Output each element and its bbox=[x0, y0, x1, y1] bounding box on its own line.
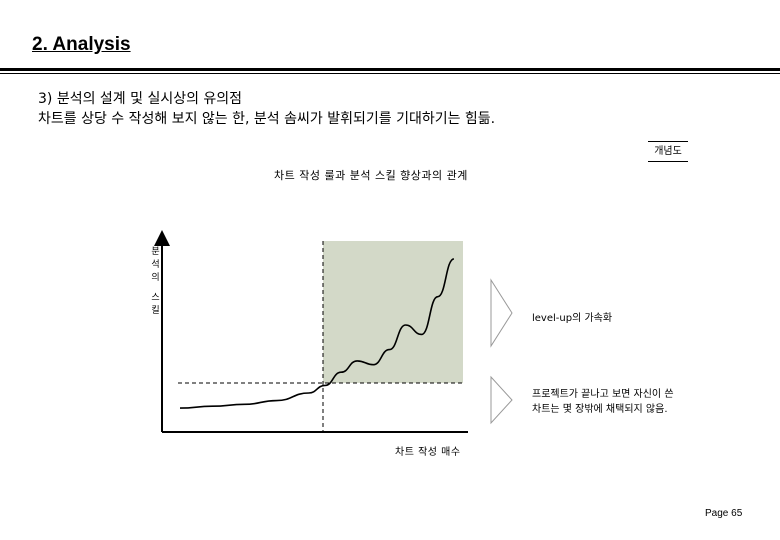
levelup-note: level-up의 가속화 bbox=[532, 313, 613, 324]
levelup-pointer bbox=[490, 278, 513, 348]
section-statement: 차트를 상당 수 작성해 보지 않는 한, 분석 솜씨가 발휘되기를 기대하기는… bbox=[38, 111, 496, 127]
slide-title: 2. Analysis bbox=[32, 34, 131, 55]
section-heading: 3) 분석의 설계 및 실시상의 유의점 bbox=[38, 91, 243, 107]
skill-acceleration-zone bbox=[323, 241, 463, 383]
title-divider-thick bbox=[0, 68, 780, 71]
title-divider-thin bbox=[0, 73, 780, 74]
concept-diagram-label: 개념도 bbox=[648, 141, 688, 162]
chart-y-axis-label: 분석의 스킬 bbox=[149, 246, 159, 318]
page-number: Page 65 bbox=[705, 508, 743, 519]
chart-title: 차트 작성 룰과 분석 스킬 향상과의 관계 bbox=[274, 169, 468, 182]
project-pointer bbox=[490, 375, 513, 425]
project-note: 프로젝트가 끝나고 보면 자신이 쓴 차트는 몇 장밖에 채택되지 않음. bbox=[532, 389, 674, 415]
skill-curve bbox=[179, 258, 455, 409]
chart-x-axis-label: 차트 작성 매수 bbox=[395, 447, 461, 458]
